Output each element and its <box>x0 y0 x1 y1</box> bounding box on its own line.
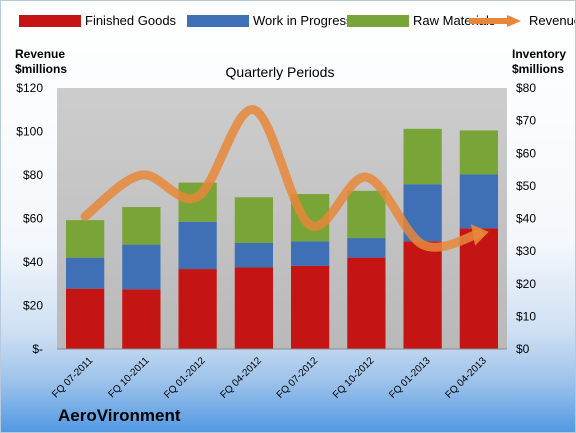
legend-item-raw-materials: Raw Materials <box>347 13 495 28</box>
x-tick-label-7: FQ 01-2013 <box>387 355 433 401</box>
revenue-point-7 <box>422 244 423 245</box>
bar-finished-goods-1 <box>66 288 105 349</box>
x-tick-label-5: FQ 07-2012 <box>275 355 321 401</box>
bar-finished-goods-3 <box>178 269 217 349</box>
legend-label-finished-goods: Finished Goods <box>85 13 177 28</box>
bar-raw-materials-8 <box>459 130 498 175</box>
y-left-tick-label-0: $- <box>32 342 43 356</box>
bar-raw-materials-6 <box>347 190 386 239</box>
revenue-point-2 <box>141 175 142 176</box>
revenue-line-group <box>80 105 489 252</box>
legend-label-revenue: Revenue <box>529 13 576 28</box>
right-axis-title: Inventory $millions <box>512 47 566 77</box>
y-right-tick-label-4: $40 <box>516 212 536 226</box>
left-axis-title: Revenue $millions <box>15 47 67 77</box>
bar-work-in-progress-6 <box>347 238 386 258</box>
legend: Finished Goods Work in Progress Raw Mate… <box>1 13 576 37</box>
revenue-point-3 <box>197 196 198 197</box>
bar-work-in-progress-1 <box>66 257 105 289</box>
x-tick-label-6: FQ 10-2012 <box>331 355 377 401</box>
y-right-tick-label-5: $50 <box>516 179 536 193</box>
y-left-tick-label-3: $60 <box>23 212 43 226</box>
bars-group <box>66 128 498 349</box>
y-right-tick-label-8: $80 <box>516 81 536 95</box>
bar-work-in-progress-4 <box>234 242 273 268</box>
y-right-tick-label-3: $30 <box>516 244 536 258</box>
revenue-line <box>80 105 484 252</box>
bar-finished-goods-8 <box>459 228 498 349</box>
bar-work-in-progress-3 <box>178 221 217 270</box>
revenue-point-8 <box>478 233 479 234</box>
company-name: AeroVironment <box>58 406 181 425</box>
y-right-tick-label-2: $20 <box>516 277 536 291</box>
legend-item-finished-goods: Finished Goods <box>19 13 176 28</box>
bar-raw-materials-1 <box>66 220 105 258</box>
legend-swatch-raw-materials <box>347 14 409 27</box>
bar-finished-goods-7 <box>403 241 442 349</box>
y-left-tick-label-5: $100 <box>16 125 43 139</box>
y-left-tick-label-1: $20 <box>23 299 43 313</box>
x-tick-label-4: FQ 04-2012 <box>218 355 264 401</box>
legend-line-revenue <box>468 14 523 28</box>
revenue-point-5 <box>310 225 311 226</box>
chart-title: Quarterly Periods <box>225 64 335 80</box>
legend-item-work-in-progress: Work in Progress <box>187 13 352 28</box>
x-tick-label-3: FQ 01-2012 <box>162 355 208 401</box>
left-axis-title-line2: $millions <box>15 62 68 76</box>
left-axis-title-line1: Revenue <box>15 47 66 61</box>
right-axis-title-line1: Inventory <box>512 47 567 61</box>
bar-work-in-progress-5 <box>291 241 330 266</box>
x-tick-label-1: FQ 07-2011 <box>50 355 95 400</box>
bar-raw-materials-4 <box>234 197 273 243</box>
right-axis-title-line2: $millions <box>512 62 565 76</box>
legend-label-work-in-progress: Work in Progress <box>253 13 353 28</box>
y-right-tick-label-7: $70 <box>516 114 536 128</box>
legend-swatch-finished-goods <box>19 14 81 27</box>
bar-finished-goods-5 <box>291 265 330 349</box>
x-tick-label-8: FQ 04-2013 <box>443 355 489 401</box>
legend-label-raw-materials: Raw Materials <box>413 13 496 28</box>
bar-raw-materials-7 <box>403 128 442 185</box>
legend-swatch-work-in-progress <box>187 14 249 27</box>
y-left-tick-label-4: $80 <box>23 168 43 182</box>
revenue-point-1 <box>85 216 86 217</box>
y-left-tick-label-2: $40 <box>23 255 43 269</box>
revenue-point-6 <box>366 177 367 178</box>
bar-work-in-progress-2 <box>122 244 161 290</box>
legend-revenue-arrow-icon <box>468 14 521 27</box>
y-right-tick-label-1: $10 <box>516 309 536 323</box>
bar-work-in-progress-8 <box>459 174 498 229</box>
y-left-tick-label-6: $120 <box>16 81 43 95</box>
legend-item-revenue: Revenue <box>468 13 576 28</box>
bar-finished-goods-2 <box>122 289 161 349</box>
revenue-line-arrowhead <box>470 224 489 246</box>
x-tick-label-2: FQ 10-2011 <box>107 355 152 400</box>
bar-raw-materials-2 <box>122 207 161 245</box>
revenue-point-4 <box>253 109 254 110</box>
bar-finished-goods-4 <box>234 267 273 349</box>
y-right-tick-label-0: $0 <box>516 342 530 356</box>
bar-finished-goods-6 <box>347 257 386 349</box>
y-right-tick-label-6: $60 <box>516 146 536 160</box>
